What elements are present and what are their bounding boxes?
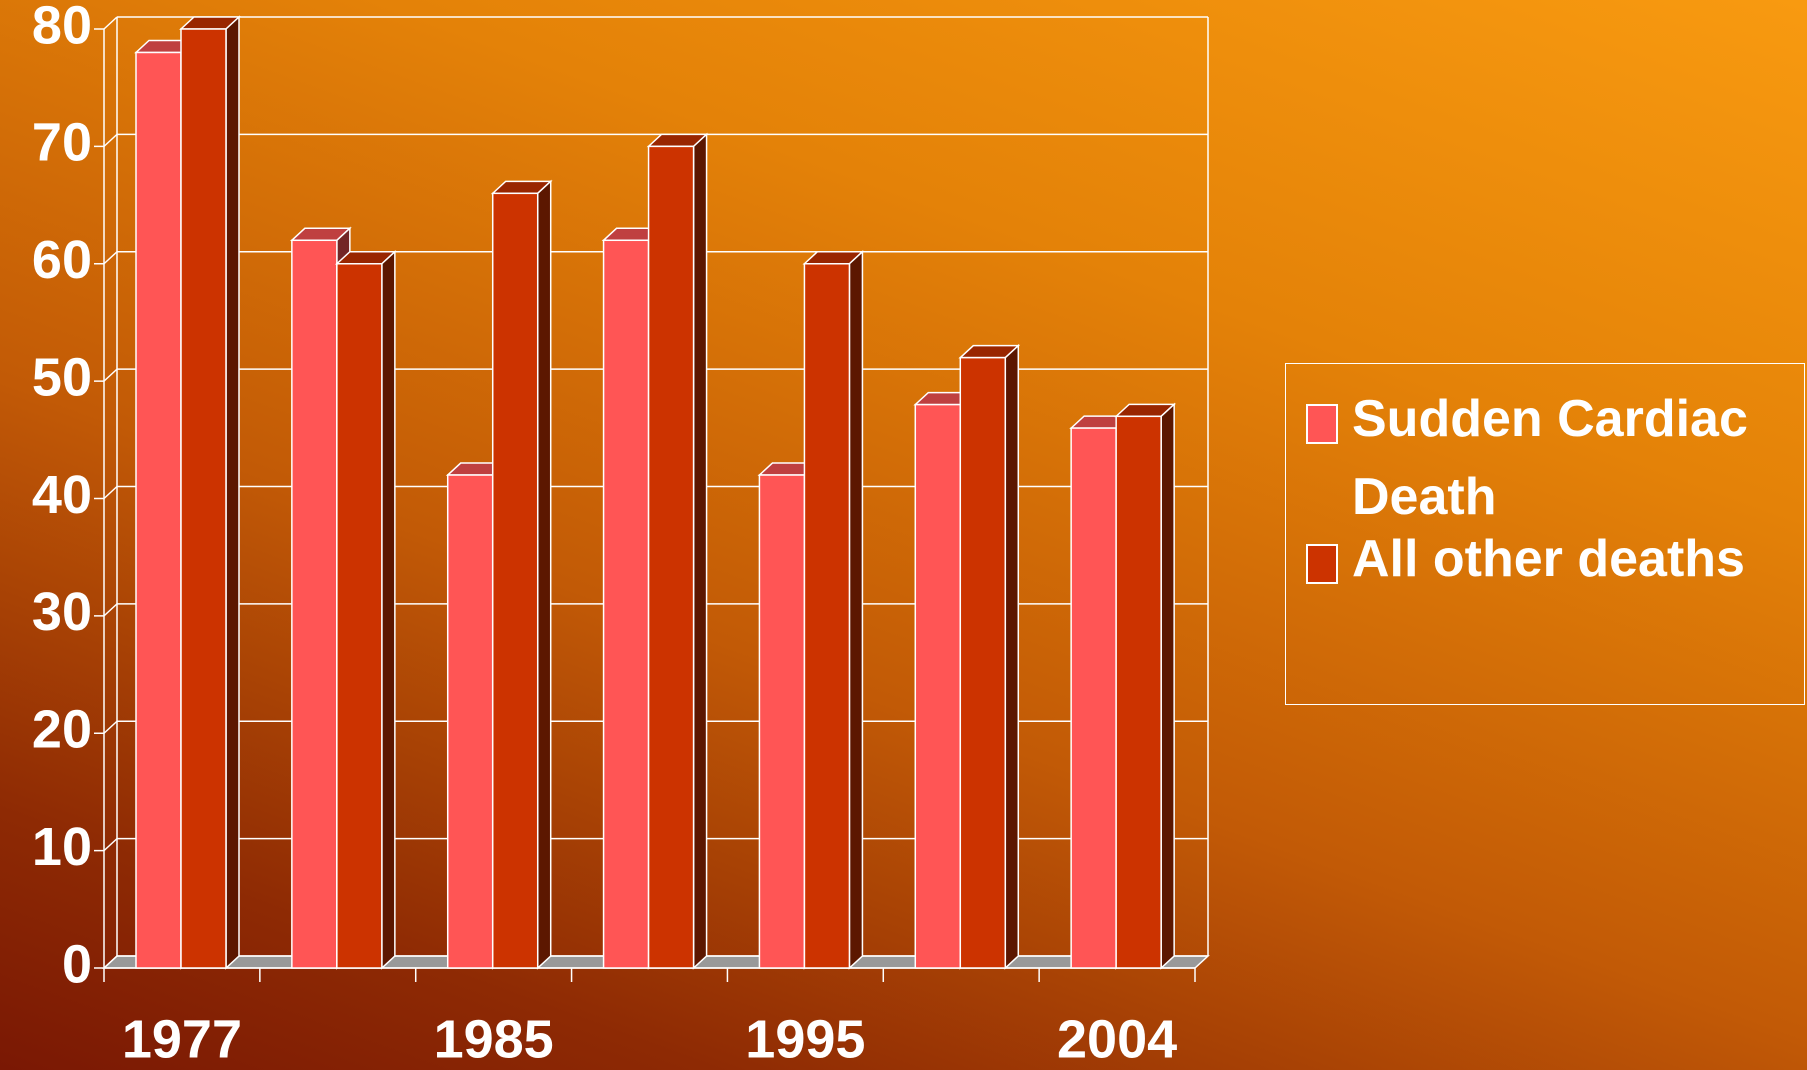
bar-front — [337, 264, 382, 968]
bar-front — [915, 405, 960, 968]
y-tick-label: 0 — [62, 934, 92, 994]
side-grid-line — [104, 17, 117, 29]
bar — [493, 181, 551, 968]
bar — [649, 134, 707, 968]
legend-label: All other deaths — [1352, 520, 1792, 598]
bar-side — [382, 252, 395, 968]
bar-front — [604, 240, 649, 968]
bar-front — [804, 264, 849, 968]
y-tick-label: 70 — [32, 113, 92, 173]
bar-front — [1116, 416, 1161, 968]
side-grid-line — [104, 839, 117, 851]
legend-swatch — [1306, 404, 1338, 444]
bar — [337, 252, 395, 968]
bar-front — [136, 52, 181, 968]
bar-side — [849, 252, 862, 968]
bar-side — [694, 134, 707, 968]
x-tick-label: 2004 — [1057, 1009, 1177, 1069]
bar — [960, 346, 1018, 968]
x-tick-label: 1985 — [434, 1009, 554, 1069]
side-grid-line — [104, 721, 117, 733]
legend-swatch — [1306, 544, 1338, 584]
bar — [181, 17, 239, 968]
y-tick-label: 30 — [32, 582, 92, 642]
bar-front — [493, 193, 538, 968]
bar-front — [448, 475, 493, 968]
side-grid-line — [104, 134, 117, 146]
bar-side — [1161, 404, 1174, 968]
bar-front — [181, 29, 226, 968]
side-grid-line — [104, 369, 117, 381]
bar-front — [292, 240, 337, 968]
bar-side — [1005, 346, 1018, 968]
x-tick-label: 1995 — [745, 1009, 865, 1069]
y-tick-label: 10 — [32, 817, 92, 877]
bar-front — [960, 358, 1005, 968]
side-grid-line — [104, 604, 117, 616]
bar-front — [759, 475, 804, 968]
y-tick-label: 50 — [32, 347, 92, 407]
legend-entry: All other deaths — [1306, 536, 1792, 598]
legend-label: Sudden Cardiac Death — [1352, 380, 1792, 536]
y-tick-label: 40 — [32, 465, 92, 525]
bar-side — [226, 17, 239, 968]
side-grid-line — [104, 487, 117, 499]
bar-front — [1071, 428, 1116, 968]
y-tick-label: 60 — [32, 230, 92, 290]
bar-side — [538, 181, 551, 968]
x-tick-label: 1977 — [122, 1009, 242, 1069]
side-grid-line — [104, 252, 117, 264]
bar-front — [649, 146, 694, 968]
page: 0 10 20 30 40 50 60 70 80 1977 1985 1995 2004 Sudden… — [0, 0, 1807, 1070]
bar — [1116, 404, 1174, 968]
legend-entry: Sudden Cardiac Death — [1306, 396, 1792, 536]
y-tick-label: 80 — [32, 0, 92, 55]
y-tick-label: 20 — [32, 700, 92, 760]
bar — [804, 252, 862, 968]
